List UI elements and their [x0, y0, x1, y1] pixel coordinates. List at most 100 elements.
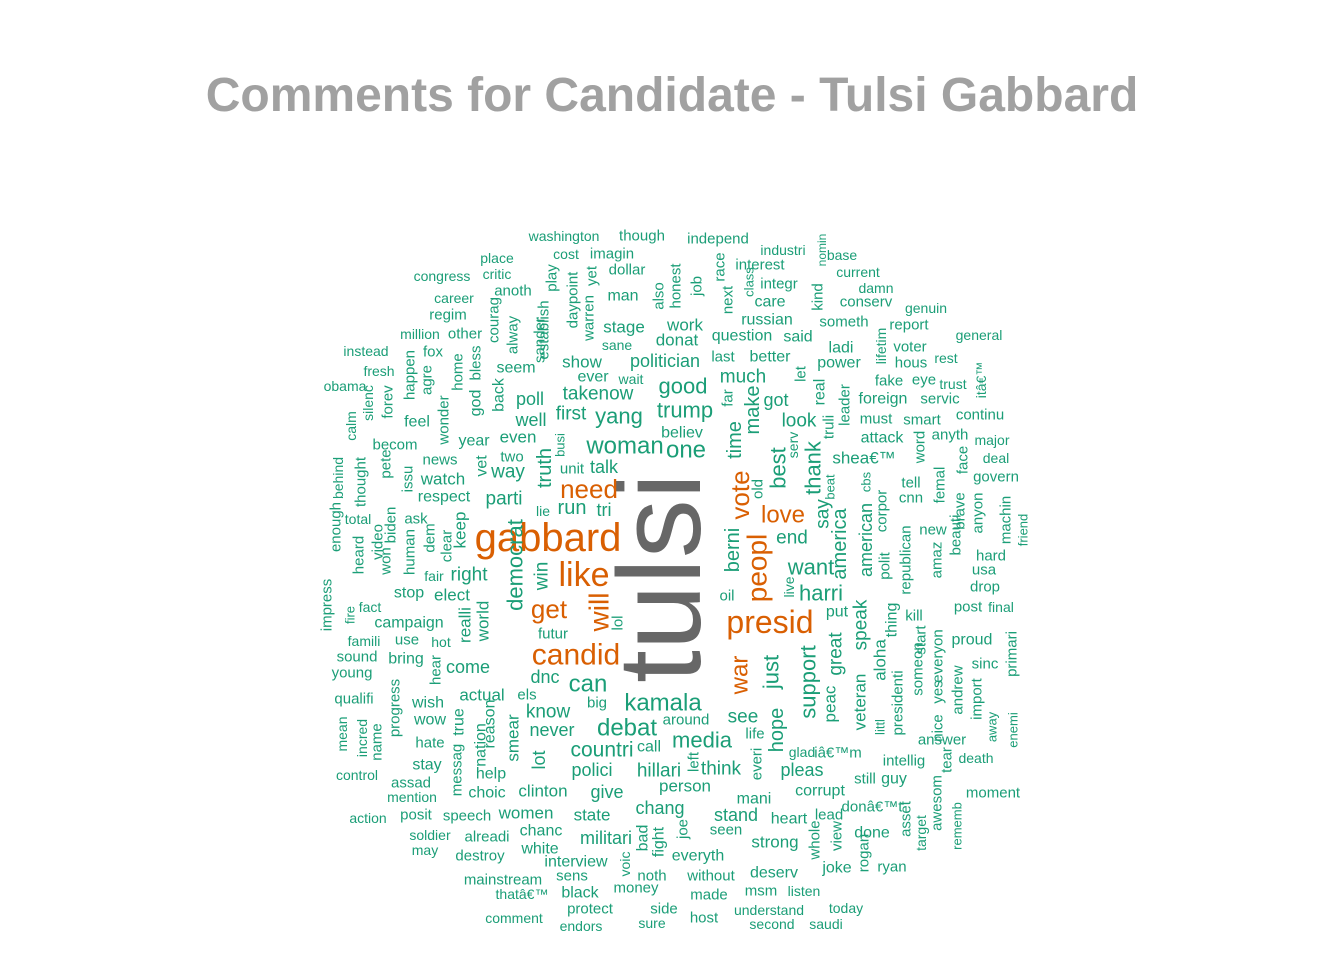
word-253: littl [873, 719, 888, 735]
word-217: bring [388, 651, 424, 668]
word-289: mani [737, 791, 772, 808]
word-210: use [395, 632, 419, 649]
word-199: realli [456, 607, 475, 643]
word-252: see [728, 707, 759, 728]
word-4: candid [532, 639, 620, 672]
word-283: still [854, 771, 876, 788]
word-291: moment [966, 785, 1021, 802]
word-273: left [686, 751, 703, 772]
word-319: fight [651, 826, 668, 857]
word-94: real [812, 379, 829, 406]
word-212: futur [538, 626, 568, 643]
word-216: sound [337, 649, 378, 666]
word-28: yet [584, 265, 601, 286]
word-82: good [659, 374, 708, 399]
word-182: polit [877, 551, 894, 579]
word-220: someon [910, 642, 927, 695]
word-331: noth [637, 868, 666, 885]
word-134: face [955, 446, 972, 474]
word-287: clinton [518, 782, 567, 801]
word-236: peac [821, 685, 840, 722]
word-154: parti [486, 489, 523, 510]
word-88: itâ€™ [973, 362, 989, 399]
word-13: though [619, 228, 665, 245]
word-271: stay [412, 757, 441, 774]
word-76: hous [895, 355, 928, 372]
word-245: away [985, 711, 1000, 742]
word-274: everi [749, 748, 766, 781]
word-203: final [988, 599, 1014, 615]
word-23: interest [735, 257, 785, 274]
word-251: around [663, 712, 710, 729]
word-264: call [637, 739, 661, 756]
word-78: fresh [363, 363, 394, 379]
chart-title: Comments for Candidate - Tulsi Gabbard [205, 69, 1139, 122]
word-324: interview [544, 854, 608, 871]
word-234: dnc [530, 667, 559, 687]
word-286: choic [468, 785, 505, 802]
word-205: campaign [374, 615, 443, 632]
word-17: base [827, 247, 858, 263]
word-310: seen [710, 822, 743, 839]
word-327: joke [821, 860, 851, 877]
word-24: current [836, 264, 880, 280]
word-83: much [720, 367, 766, 388]
word-115: year [458, 433, 490, 450]
word-144: govern [973, 469, 1019, 486]
word-284: guy [881, 771, 907, 788]
word-233: els [517, 687, 536, 704]
word-196: thing [884, 603, 901, 638]
word-65: donat [656, 331, 699, 350]
word-272: countri [570, 739, 633, 762]
word-80: wait [618, 371, 644, 387]
word-195: oil [719, 588, 734, 605]
word-112: look [782, 411, 817, 432]
word-136: issu [400, 466, 417, 493]
word-129: busi [553, 433, 568, 457]
word-179: democrat [503, 519, 528, 611]
word-81: ever [577, 369, 609, 386]
word-174: america [829, 508, 851, 580]
word-290: corrupt [795, 783, 845, 800]
word-235: kamala [624, 690, 702, 717]
word-330: sens [556, 868, 588, 885]
word-171: clear [439, 530, 456, 563]
word-261: hate [415, 735, 444, 752]
word-19: cost [553, 246, 579, 262]
word-104: leader [837, 384, 854, 426]
word-20: imagin [590, 246, 634, 263]
word-113: truli [821, 415, 838, 439]
word-32: kind [810, 283, 827, 311]
word-98: forev [380, 385, 397, 419]
word-70: seem [496, 360, 535, 377]
word-102: trump [657, 398, 713, 423]
word-5: need [560, 474, 618, 504]
word-349: saudi [809, 916, 842, 932]
word-15: industri [760, 242, 805, 258]
word-186: impress [319, 579, 336, 632]
word-296: speech [443, 808, 491, 825]
word-109: feel [404, 414, 430, 431]
word-163: ask [404, 511, 428, 528]
word-71: show [562, 353, 602, 372]
word-295: posit [400, 807, 433, 824]
word-198: fact [359, 599, 382, 615]
word-334: thatâ€™ [496, 886, 549, 902]
word-7: peopl [742, 534, 773, 603]
word-30: honest [668, 263, 685, 309]
word-188: right [451, 565, 489, 586]
word-143: cbs [859, 471, 874, 492]
word-69: home [450, 353, 467, 391]
word-90: god [468, 390, 485, 417]
word-185: hard [976, 548, 1006, 565]
word-293: give [590, 782, 623, 802]
word-304: asset [898, 800, 915, 837]
word-160: anyon [970, 493, 987, 534]
word-122: anyth [932, 427, 969, 444]
word-177: beauti [948, 515, 965, 556]
word-22: class [742, 267, 757, 297]
word-337: made [690, 887, 728, 904]
word-184: amaz [929, 542, 946, 579]
word-105: must [860, 411, 893, 428]
word-180: berni [722, 528, 744, 572]
